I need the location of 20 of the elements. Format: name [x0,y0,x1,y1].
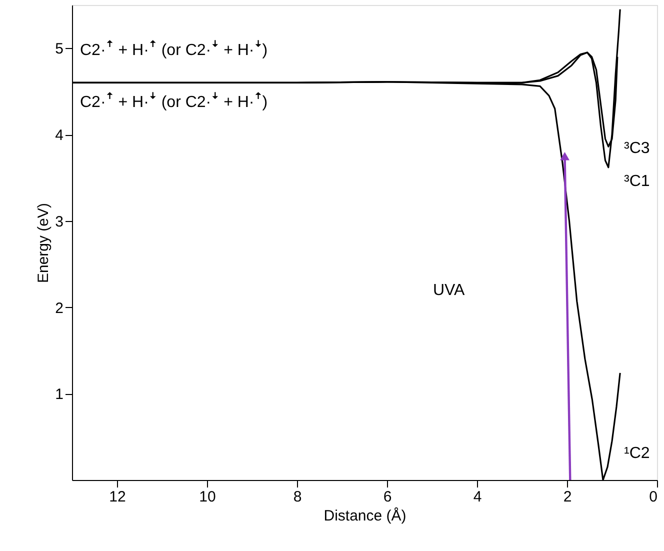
y-tick-label: 2 [55,300,64,317]
annotation: C2·ꜛ + H·ꜜ (or C2·ꜜ + H·ꜛ) [80,92,268,111]
y-tick-label: 1 [55,386,64,404]
annotation: ¹C2 [624,445,650,462]
annotation: UVA [433,282,466,299]
x-axis-title: Distance (Å) [324,506,406,524]
x-tick-label: 12 [109,488,126,506]
y-tick-label: 4 [55,127,64,144]
y-tick-label: 5 [55,40,64,58]
annotation: C2·ꜛ + H·ꜛ (or C2·ꜜ + H·ꜜ) [80,40,268,59]
x-tick-label: 10 [199,488,216,506]
x-tick-label: 2 [563,488,572,506]
x-tick-label: 4 [473,488,482,506]
x-tick-label: 8 [293,488,302,506]
x-tick-label: 6 [383,488,392,506]
x-tick-label: 0 [649,488,658,506]
y-tick-label: 3 [55,213,64,230]
annotation: ³C3 [624,140,650,157]
annotation: ³C1 [624,173,650,190]
y-axis-title: Energy (eV) [35,202,52,284]
